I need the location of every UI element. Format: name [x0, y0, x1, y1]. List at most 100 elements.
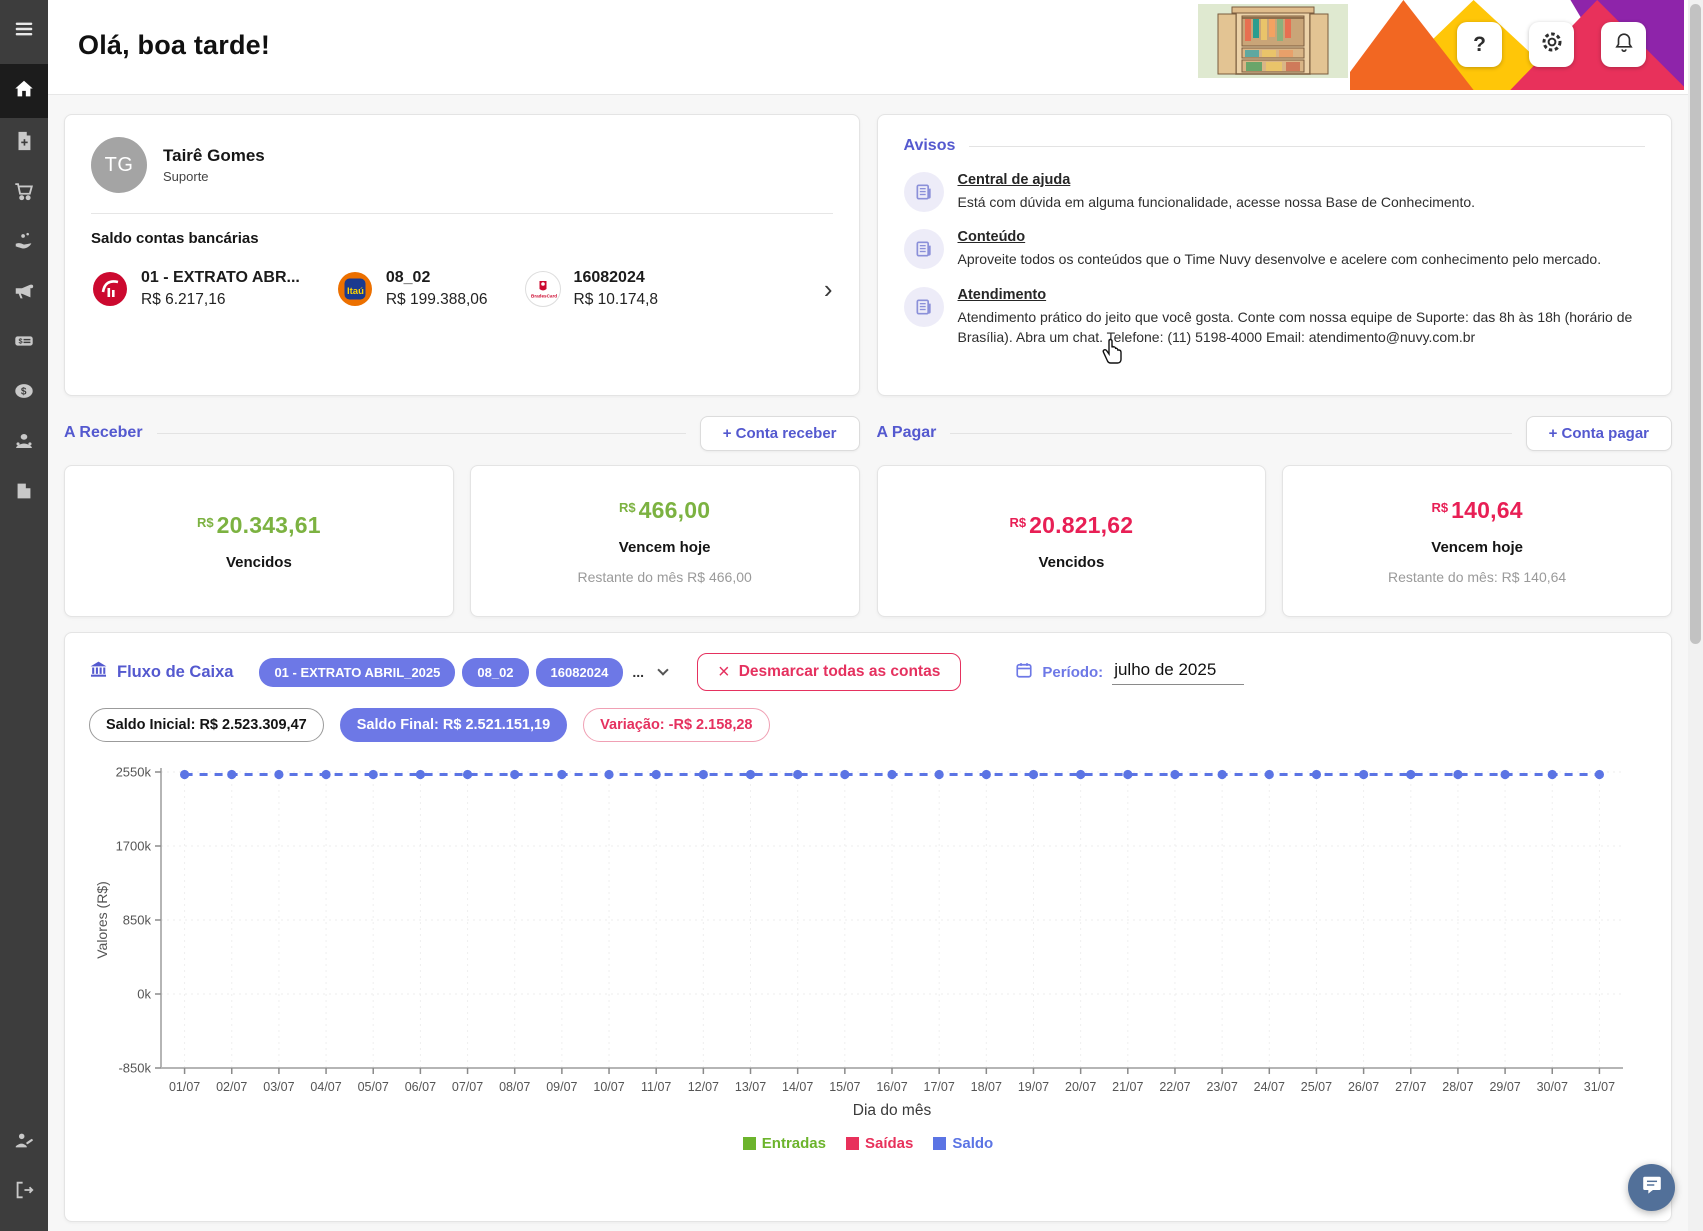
period-input[interactable]: julho de 2025 [1112, 660, 1245, 685]
sidebar-item-marketing[interactable] [0, 268, 48, 318]
svg-text:2550k: 2550k [116, 765, 152, 780]
svg-text:02/07: 02/07 [216, 1080, 247, 1094]
question-icon: ? [1473, 32, 1486, 56]
bank-building-icon [89, 660, 108, 684]
svg-text:03/07: 03/07 [263, 1080, 294, 1094]
sidebar-item-billing[interactable]: $ [0, 318, 48, 368]
bradescard-logo-icon: BradesCard [524, 270, 562, 308]
svg-text:18/07: 18/07 [971, 1080, 1002, 1094]
amount-value: 140,64 [1451, 497, 1523, 523]
svg-text:12/07: 12/07 [688, 1080, 719, 1094]
svg-text:-850k: -850k [118, 1061, 151, 1076]
hamburger-icon [13, 18, 35, 45]
document-add-icon [13, 130, 35, 157]
svg-text:20/07: 20/07 [1065, 1080, 1096, 1094]
home-icon [13, 78, 35, 105]
sidebar-item-sales[interactable] [0, 168, 48, 218]
promo-illustration [1198, 4, 1348, 78]
legend-label: Saldo [952, 1135, 994, 1152]
cashflow-chart: 2550k 1700k 850k 0k -850k 01/07 02/07 03/07 04/0… [89, 756, 1647, 1152]
accounts-next-chevron[interactable]: › [823, 274, 833, 304]
settings-button[interactable] [1529, 22, 1574, 67]
scrollbar-thumb[interactable] [1690, 4, 1701, 644]
account-chip[interactable]: 08_02 [462, 657, 529, 687]
file-icon [13, 480, 35, 507]
receivables-overdue-card: R$ 20.343,61 Vencidos [64, 465, 454, 617]
svg-text:BradesCard: BradesCard [531, 294, 557, 299]
svg-text:30/07: 30/07 [1537, 1080, 1568, 1094]
legend-swatch [845, 1137, 859, 1150]
calendar-icon [1015, 661, 1033, 684]
svg-text:27/07: 27/07 [1395, 1080, 1426, 1094]
account-chip[interactable]: 01 - EXTRATO ABRIL_2025 [259, 657, 456, 687]
account-chip[interactable]: 16082024 [535, 657, 624, 687]
bradesco-logo-icon [91, 270, 129, 308]
payables-due-today-card: R$ 140,64 Vencem hoje Restante do mês: R$… [1282, 465, 1672, 617]
legend-label: Entradas [761, 1135, 826, 1152]
bank-account-itau: Itaú 08_02 R$ 199.388,06 [336, 269, 488, 309]
aviso-link[interactable]: Conteúdo [957, 229, 1026, 246]
receivables-due-today-card: R$ 466,00 Vencem hoje Restante do mês R$ … [469, 465, 860, 617]
vertical-scrollbar [1688, 0, 1703, 1231]
notifications-button[interactable] [1601, 22, 1646, 67]
svg-text:14/07: 14/07 [782, 1080, 813, 1094]
sidebar-item-documents[interactable] [0, 468, 48, 518]
aviso-link[interactable]: Central de ajuda [957, 172, 1071, 188]
balances-title: Saldo contas bancárias [91, 230, 259, 247]
bell-icon [1613, 31, 1635, 59]
page-title: Olá, boa tarde! [78, 30, 271, 60]
sidebar-item-finance[interactable]: $ [0, 368, 48, 418]
add-payable-button[interactable]: + Conta pagar [1525, 415, 1672, 451]
svg-text:21/07: 21/07 [1112, 1080, 1143, 1094]
amount-value: 20.343,61 [216, 511, 321, 538]
cashflow-title[interactable]: Fluxo de Caixa [89, 660, 233, 684]
legend-label: Saídas [864, 1135, 914, 1152]
sidebar-item-clients[interactable] [0, 418, 48, 468]
legend-item-saldo: Saldo [933, 1135, 993, 1152]
aviso-link[interactable]: Atendimento [957, 286, 1047, 303]
avatar: TG [91, 137, 147, 193]
svg-text:25/07: 25/07 [1301, 1080, 1332, 1094]
sidebar-item-receipts[interactable] [0, 218, 48, 268]
dollar-coin-icon: $ [13, 380, 35, 407]
profile-card: TG Tairê Gomes Suporte Saldo contas banc… [64, 114, 860, 396]
add-receivable-button[interactable]: + Conta receber [699, 415, 860, 451]
help-button[interactable]: ? [1457, 22, 1502, 67]
avisos-title: Avisos [903, 137, 956, 154]
svg-text:08/07: 08/07 [499, 1080, 530, 1094]
svg-text:11/07: 11/07 [641, 1080, 671, 1094]
svg-text:24/07: 24/07 [1254, 1080, 1285, 1094]
svg-text:23/07: 23/07 [1206, 1080, 1237, 1094]
news-icon [903, 172, 944, 212]
chips-overflow: ... [632, 664, 645, 680]
svg-text:850k: 850k [123, 913, 152, 928]
sidebar-item-profile-edit[interactable] [0, 1117, 48, 1167]
svg-text:1700k: 1700k [116, 839, 152, 854]
sidebar-item-new-invoice[interactable] [0, 118, 48, 168]
sidebar-item-home[interactable] [0, 64, 48, 118]
user-name: Tairê Gomes [163, 146, 265, 165]
menu-toggle-button[interactable] [0, 6, 48, 56]
initial-balance-badge: Saldo Inicial: R$ 2.523.309,47 [89, 708, 324, 742]
legend-item-saídas: Saídas [845, 1135, 914, 1152]
final-balance-badge: Saldo Final: R$ 2.521.151,19 [339, 708, 568, 742]
receivables-section: A Receber + Conta receber R$ 20.343,61 Ve… [64, 415, 860, 617]
logout-icon [13, 1179, 35, 1206]
logout-button[interactable] [0, 1167, 48, 1217]
bank-account-bradesco: 01 - EXTRATO ABR... R$ 6.217,16 [91, 269, 300, 309]
close-icon: × [718, 661, 730, 683]
svg-text:0k: 0k [137, 987, 151, 1002]
news-icon [903, 229, 944, 270]
chat-launcher-button[interactable] [1628, 1164, 1675, 1211]
svg-text:$: $ [21, 386, 27, 397]
chat-icon [1641, 1174, 1663, 1201]
top-header: Olá, boa tarde! ? [48, 0, 1688, 95]
chevron-down-icon[interactable] [657, 664, 669, 676]
deselect-all-accounts-button[interactable]: × Desmarcar todas as contas [697, 653, 962, 691]
svg-text:Itaú: Itaú [347, 286, 364, 297]
svg-text:26/07: 26/07 [1348, 1080, 1379, 1094]
cashflow-chart-svg: 2550k 1700k 850k 0k -850k 01/07 02/07 03/07 04/0… [94, 765, 1623, 1119]
megaphone-icon [13, 280, 35, 307]
hand-coins-icon [13, 230, 35, 257]
variation-badge: Variação: -R$ 2.158,28 [583, 708, 770, 742]
